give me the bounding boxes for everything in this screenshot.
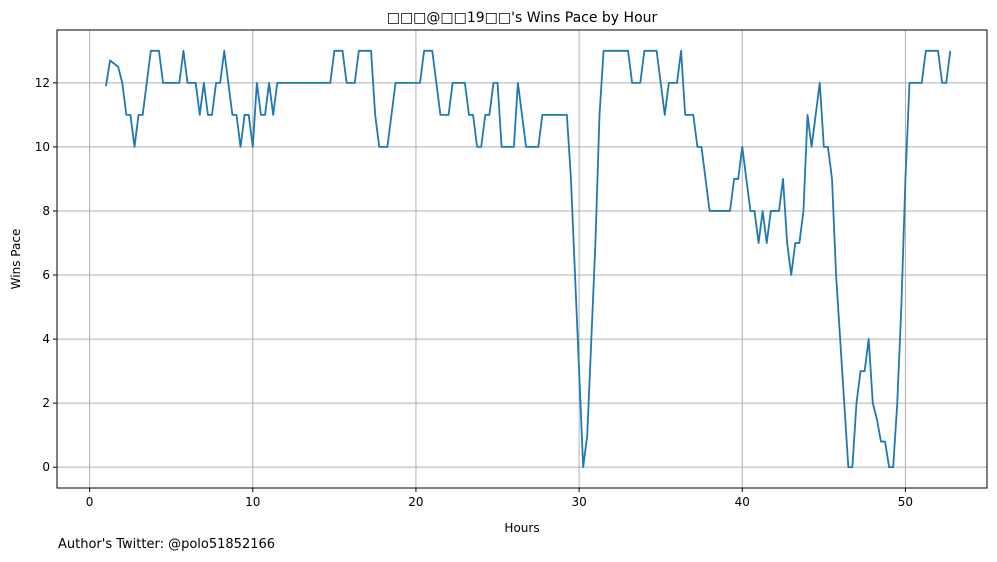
y-tick-label: 12 — [35, 76, 50, 90]
x-tick-label: 0 — [86, 495, 94, 509]
chart-title: □□□@□□19□□'s Wins Pace by Hour — [387, 10, 658, 26]
x-tick-label: 50 — [898, 495, 913, 509]
y-axis-label: Wins Pace — [9, 229, 23, 290]
x-tick-label: 20 — [408, 495, 423, 509]
grid-lines — [57, 30, 987, 488]
plot-frame — [56, 29, 988, 489]
wins-pace-line — [105, 49, 952, 469]
x-tick-label: 40 — [735, 495, 750, 509]
axis-ticks: 0 10 20 30 40 50 0 2 4 6 8 10 12 — [35, 76, 913, 509]
y-tick-label: 6 — [42, 268, 50, 282]
x-tick-label: 10 — [245, 495, 260, 509]
y-tick-label: 0 — [42, 460, 50, 474]
y-tick-label: 10 — [35, 140, 50, 154]
author-credit: Author's Twitter: @polo51852166 — [58, 537, 276, 552]
y-tick-label: 8 — [42, 204, 50, 218]
y-tick-label: 2 — [42, 396, 50, 410]
x-axis-label: Hours — [504, 521, 539, 535]
x-tick-label: 30 — [571, 495, 586, 509]
y-tick-label: 4 — [42, 332, 50, 346]
